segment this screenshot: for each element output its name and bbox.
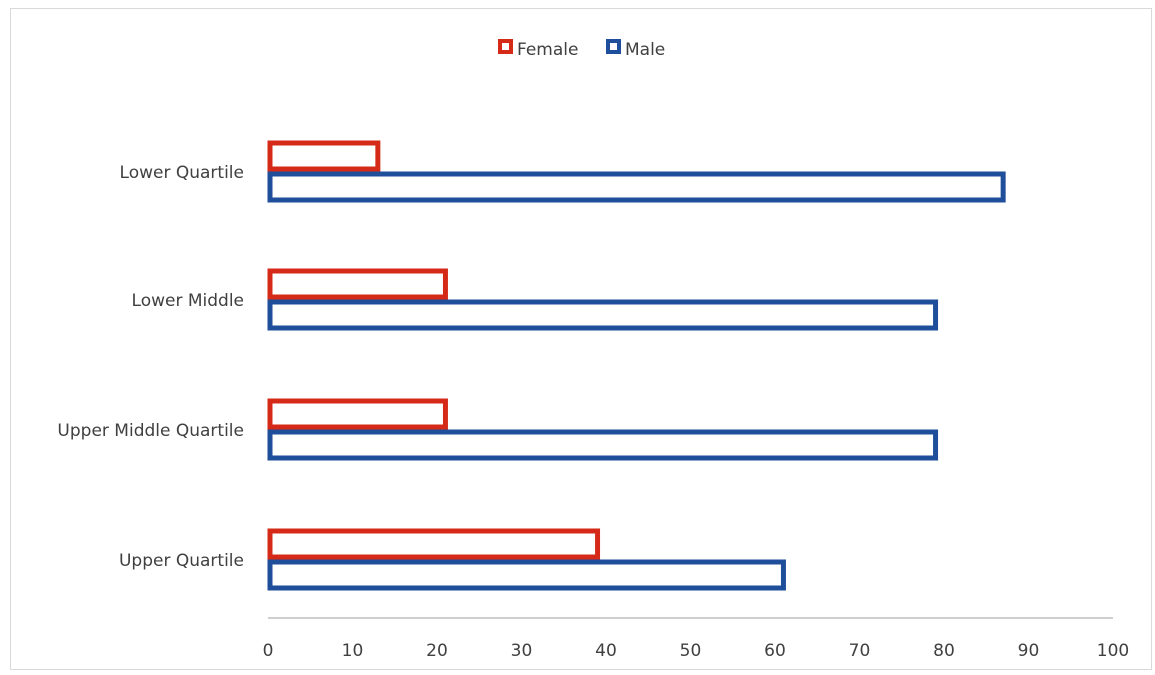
- legend: Female Male: [498, 39, 665, 60]
- legend-swatch-male: [606, 39, 621, 54]
- bar-female-lower-middle: [267, 268, 448, 300]
- x-tick-label: 20: [426, 641, 448, 661]
- x-tick-labels: 0 10 20 30 40 50 60 70 80 90 100: [263, 641, 1130, 661]
- bar-male-upper-middle-quartile: [267, 429, 939, 461]
- legend-label-female: Female: [517, 40, 578, 60]
- x-tick-label: 50: [680, 641, 702, 661]
- x-tick-label: 100: [1097, 641, 1129, 661]
- x-tick-label: 40: [595, 641, 617, 661]
- legend-label-male: Male: [625, 40, 665, 60]
- category-label: Upper Quartile: [119, 551, 244, 571]
- x-tick-label: 10: [342, 641, 364, 661]
- bar-female-lower-quartile: [267, 140, 381, 172]
- bar-male-upper-quartile: [267, 559, 786, 591]
- x-tick-label: 80: [933, 641, 955, 661]
- x-tick-label: 0: [263, 641, 274, 661]
- bars-group: [267, 140, 1006, 591]
- category-label: Upper Middle Quartile: [57, 421, 244, 441]
- bar-male-lower-middle: [267, 299, 939, 331]
- x-tick-label: 30: [511, 641, 533, 661]
- legend-swatch-female: [498, 39, 513, 54]
- x-tick-label: 60: [764, 641, 786, 661]
- x-tick-label: 70: [849, 641, 871, 661]
- bar-female-upper-quartile: [267, 528, 601, 560]
- x-tick-label: 90: [1018, 641, 1040, 661]
- category-label: Lower Quartile: [120, 163, 244, 183]
- bar-male-lower-quartile: [267, 171, 1006, 203]
- bar-female-upper-middle-quartile: [267, 398, 448, 430]
- category-labels: Lower Quartile Lower Middle Upper Middle Q…: [57, 163, 244, 571]
- category-label: Lower Middle: [132, 291, 244, 311]
